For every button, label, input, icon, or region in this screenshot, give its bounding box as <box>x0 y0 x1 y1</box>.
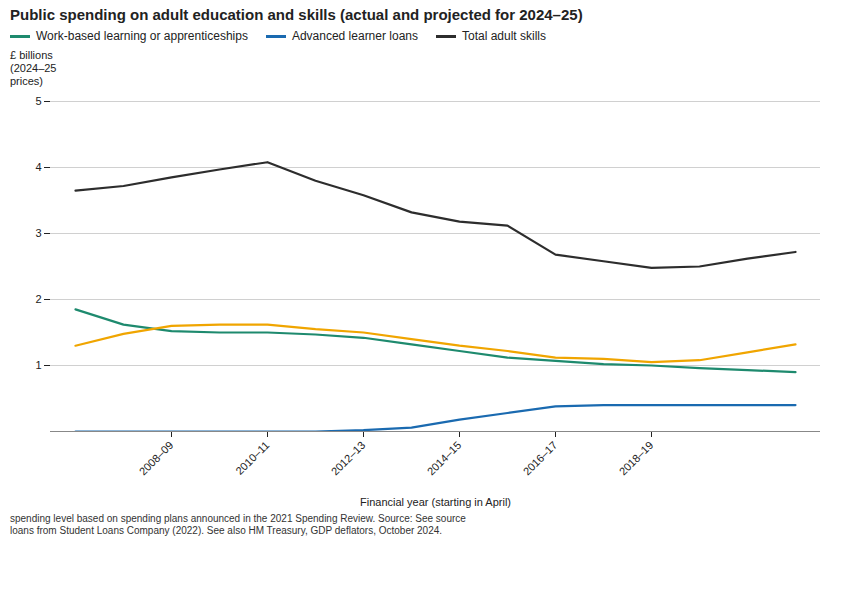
svg-text:2012–13: 2012–13 <box>329 438 368 477</box>
html-text:Work-based learning or apprent: Work-based learning or apprenticeships <box>36 29 248 43</box>
svg-text:3: 3 <box>35 227 41 239</box>
html-text:Total adult skills: Total adult skills <box>462 29 546 43</box>
svg-text:2016–17: 2016–17 <box>521 438 560 477</box>
html-text:Advanced learner loans: Advanced learner loans <box>291 29 418 43</box>
svg-text:2014–15: 2014–15 <box>425 438 464 477</box>
svg-text:2010–11: 2010–11 <box>233 438 271 476</box>
html-text:£ billions (2024–25 prices): £ billions (2024–25 prices) <box>10 49 57 88</box>
svg-text:2008–09: 2008–09 <box>137 438 176 477</box>
svg-text:1: 1 <box>35 359 41 371</box>
svg-text:Financial year (starting in Ap: Financial year (starting in April) <box>360 495 511 507</box>
svg-text:2: 2 <box>35 293 41 305</box>
svg-text:4: 4 <box>35 161 41 173</box>
svg-text:2018–19: 2018–19 <box>617 438 656 477</box>
svg-text:5: 5 <box>35 95 41 107</box>
html-text:spending level based on spendi: spending level based on spending plans a… <box>10 512 466 537</box>
html-text:Public spending on adult educa: Public spending on adult education and s… <box>10 6 583 23</box>
